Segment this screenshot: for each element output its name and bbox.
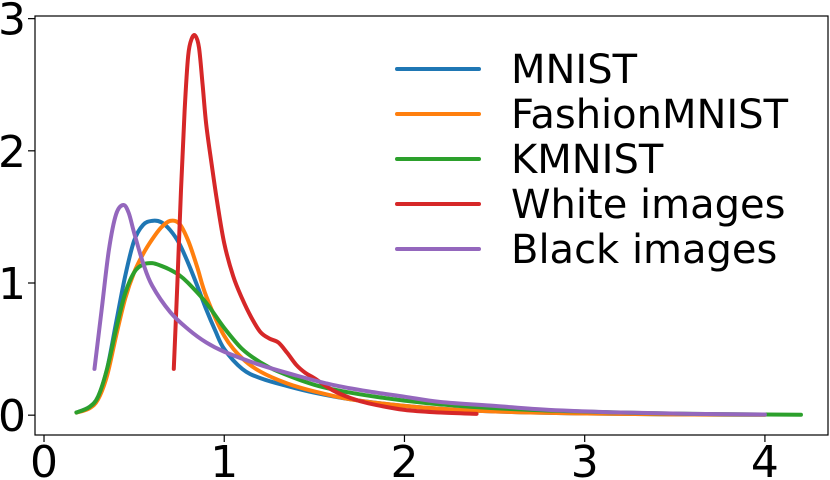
series-layer — [74, 33, 803, 417]
axis-layer: 0 1 2 3 4 0 1 2 3 — [0, 0, 779, 480]
x-tick-label: 3 — [571, 437, 599, 480]
y-tick-label: 2 — [0, 127, 26, 178]
legend-label-1: FashionMNIST — [511, 92, 789, 138]
legend-label-0: MNIST — [511, 47, 638, 93]
y-tick-label: 3 — [0, 0, 26, 46]
series-line-4 — [92, 203, 767, 417]
legend-label-4: Black images — [511, 227, 777, 273]
x-tick-label: 4 — [751, 437, 779, 480]
x-tick-label: 1 — [210, 437, 238, 480]
y-tick-label: 1 — [0, 259, 26, 310]
x-tick-label: 0 — [30, 437, 58, 480]
series-line-3 — [171, 33, 479, 416]
y-tick-label: 0 — [0, 391, 26, 442]
legend-label-2: KMNIST — [511, 137, 664, 183]
legend-label-3: White images — [511, 182, 785, 228]
x-tick-label: 2 — [390, 437, 418, 480]
